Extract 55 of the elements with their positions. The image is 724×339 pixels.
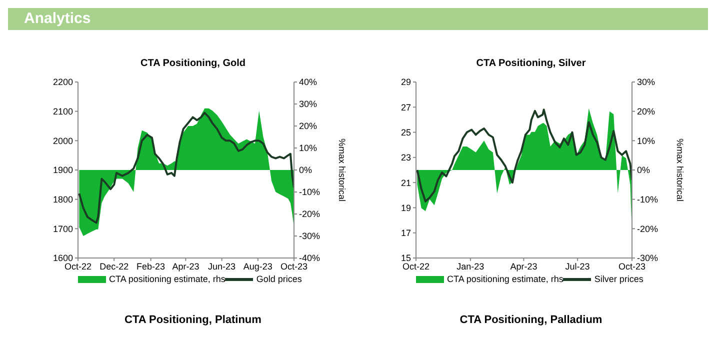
y2-tick-label: -10% (637, 194, 658, 205)
x-tick-label: Apr-23 (510, 261, 538, 272)
y-tick-label: 25 (400, 127, 411, 138)
x-tick-label: Jun-23 (208, 261, 236, 272)
x-tick-label: Aug-23 (243, 261, 272, 272)
x-tick-label: Oct-23 (618, 261, 646, 272)
x-tick-label: Jan-23 (456, 261, 484, 272)
y2-tick-label: -20% (299, 209, 320, 220)
y-tick-label: 29 (400, 77, 411, 88)
legend-label: Gold prices (255, 274, 302, 284)
y-tick-label: 2200 (52, 77, 73, 88)
y2-tick-label: -10% (299, 187, 320, 198)
y-tick-label: 2000 (52, 136, 73, 146)
text: Analytics (8, 8, 708, 30)
legend-label: CTA positioning estimate, rhs (446, 274, 564, 284)
y-tick-label: 1900 (52, 165, 73, 176)
y2-tick-label: 0% (299, 165, 312, 176)
y2-tick-label: 20% (299, 121, 318, 132)
y2-tick-label: -30% (299, 231, 320, 242)
x-tick-label: Oct-22 (402, 261, 430, 272)
y-tick-label: 1700 (52, 224, 73, 234)
chart-title: CTA Positioning, Silver (475, 58, 587, 71)
chart-title: CTA Positioning, Gold (140, 58, 246, 71)
y2-axis-title: %max historical (336, 138, 347, 202)
y2-tick-label: 10% (299, 143, 318, 154)
y-tick-label: 27 (400, 102, 411, 112)
x-tick-label: Oct-23 (280, 261, 308, 272)
x-tick-label: Oct-22 (64, 261, 92, 272)
y2-tick-label: 40% (299, 77, 318, 88)
y-tick-label: 23 (400, 152, 411, 163)
y2-axis-title: %max historical (674, 138, 685, 202)
y2-tick-label: -20% (637, 224, 658, 234)
text: CTA Positioning, Platinum (124, 313, 262, 328)
line-series (416, 108, 632, 202)
x-tick-label: Apr-23 (172, 261, 200, 272)
y2-tick-label: 0% (637, 165, 650, 176)
y2-tick-label: 10% (637, 136, 656, 146)
text: CTA Positioning, Palladium (458, 313, 604, 328)
y-tick-label: 21 (400, 178, 411, 188)
y2-tick-label: -30% (637, 253, 658, 264)
legend-label: CTA positioning estimate, rhs (108, 274, 226, 284)
y2-tick-label: 30% (637, 77, 656, 88)
y-tick-label: 15 (400, 253, 411, 264)
y-tick-label: 19 (400, 202, 411, 213)
y-tick-label: 1800 (52, 194, 73, 205)
y2-tick-label: 20% (637, 106, 656, 117)
legend-label: Silver prices (593, 274, 644, 284)
y-tick-label: 1600 (52, 253, 73, 264)
y2-tick-label: -40% (299, 253, 320, 264)
y-tick-label: 2100 (52, 106, 73, 117)
y-tick-label: 17 (400, 228, 411, 238)
y2-tick-label: 30% (299, 99, 318, 110)
x-tick-label: Feb-23 (136, 261, 166, 272)
x-tick-label: Jul-23 (565, 261, 590, 272)
x-tick-label: Dec-22 (100, 261, 129, 272)
